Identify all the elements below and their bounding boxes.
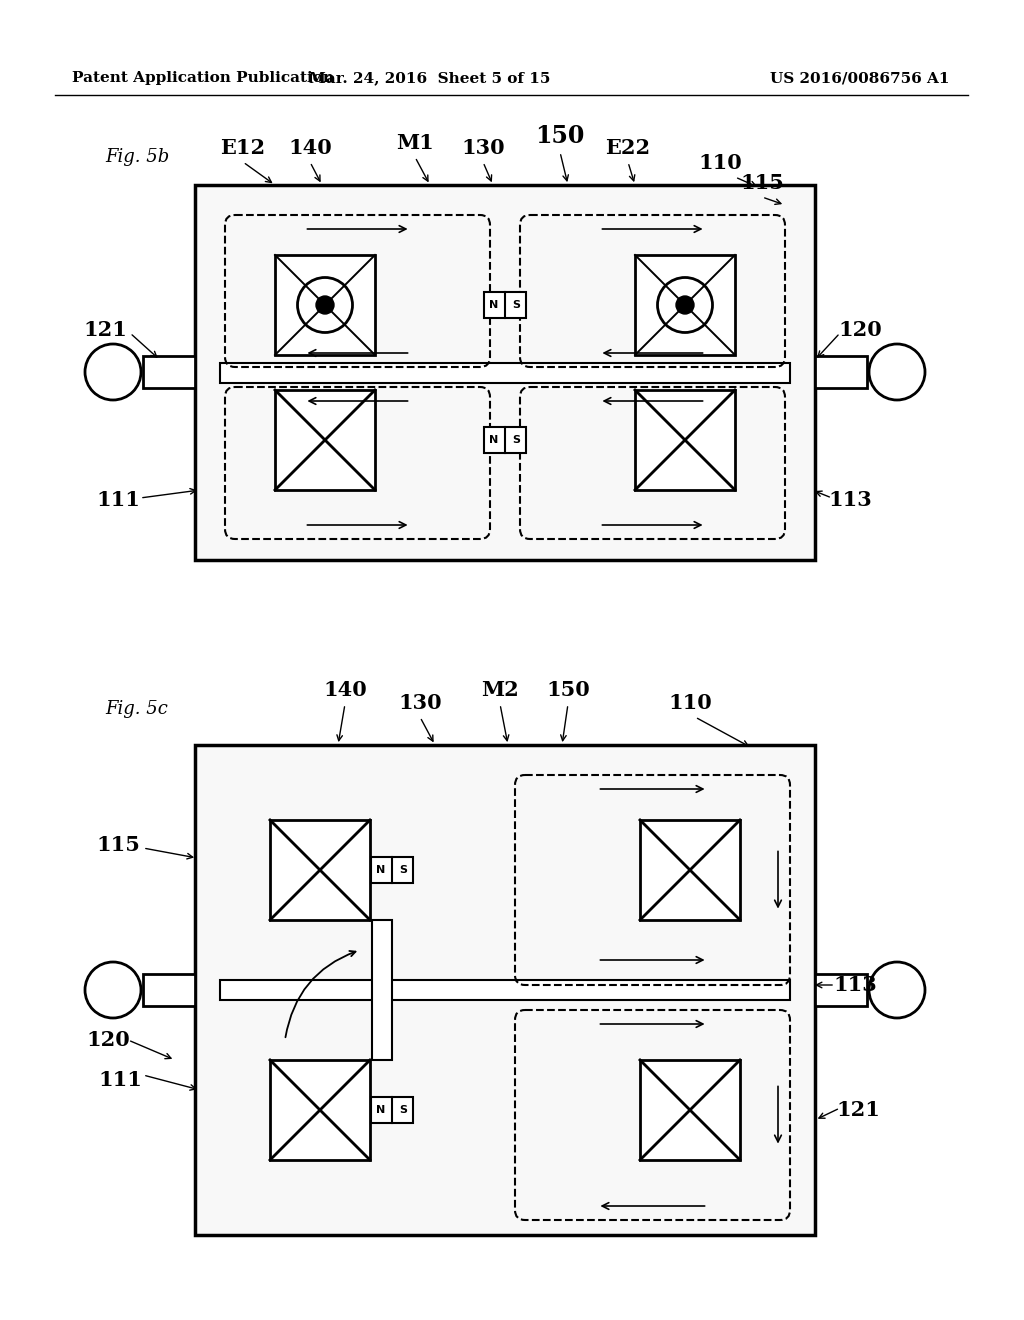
Text: N: N (376, 865, 385, 875)
Text: 130: 130 (398, 693, 441, 713)
Text: 120: 120 (86, 1030, 130, 1049)
Text: 111: 111 (98, 1071, 142, 1090)
Text: 120: 120 (838, 319, 882, 341)
Text: 121: 121 (83, 319, 127, 341)
Text: US 2016/0086756 A1: US 2016/0086756 A1 (770, 71, 950, 84)
Text: N: N (489, 436, 499, 445)
Bar (270, 820, 370, 920)
Text: S: S (399, 1105, 408, 1115)
Text: Mar. 24, 2016  Sheet 5 of 15: Mar. 24, 2016 Sheet 5 of 15 (309, 71, 551, 84)
Bar (270, 1060, 370, 1160)
Text: 115: 115 (740, 173, 784, 193)
Bar (372, 920, 392, 1060)
Bar (640, 820, 740, 920)
Circle shape (676, 296, 694, 314)
Text: 111: 111 (96, 490, 140, 510)
Bar (815, 356, 867, 388)
Bar (635, 389, 735, 490)
Text: 110: 110 (698, 153, 741, 173)
Text: S: S (512, 300, 520, 310)
Text: S: S (512, 436, 520, 445)
Text: 140: 140 (324, 680, 367, 700)
Text: E22: E22 (605, 139, 650, 158)
Text: 113: 113 (834, 975, 877, 995)
Bar (195, 185, 815, 560)
Text: Fig. 5b: Fig. 5b (105, 148, 169, 166)
Text: 130: 130 (461, 139, 505, 158)
Bar (635, 255, 735, 355)
Text: 150: 150 (546, 680, 590, 700)
Text: 150: 150 (536, 124, 585, 148)
Bar (195, 744, 815, 1236)
Bar (815, 974, 867, 1006)
Bar (371, 1097, 413, 1123)
Bar (143, 974, 195, 1006)
Bar (220, 363, 790, 383)
Text: N: N (376, 1105, 385, 1115)
Bar (484, 426, 526, 453)
Text: Fig. 5c: Fig. 5c (105, 700, 168, 718)
Circle shape (316, 296, 334, 314)
Bar (275, 389, 375, 490)
Text: 115: 115 (96, 836, 140, 855)
Text: S: S (399, 865, 408, 875)
Bar (640, 1060, 740, 1160)
Text: M1: M1 (396, 133, 434, 153)
Text: 140: 140 (288, 139, 332, 158)
Text: 121: 121 (836, 1100, 880, 1119)
Text: 110: 110 (668, 693, 712, 713)
Text: Patent Application Publication: Patent Application Publication (72, 71, 334, 84)
Bar (371, 857, 413, 883)
Bar (484, 292, 526, 318)
Bar (275, 255, 375, 355)
Bar (143, 356, 195, 388)
Bar (220, 979, 790, 1001)
Text: N: N (489, 300, 499, 310)
Text: E12: E12 (220, 139, 265, 158)
Text: M2: M2 (481, 680, 519, 700)
Text: 113: 113 (828, 490, 871, 510)
